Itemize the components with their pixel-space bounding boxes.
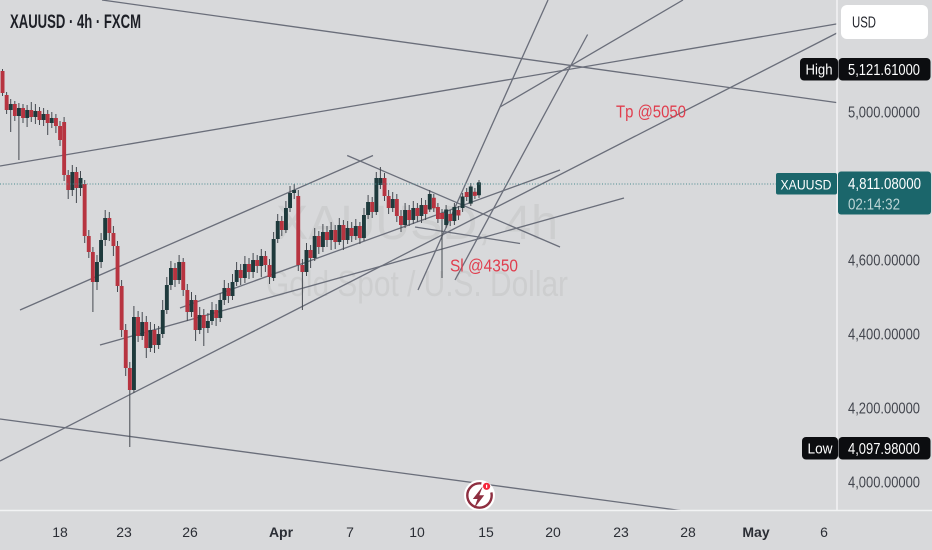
svg-text:4,811.08000: 4,811.08000 <box>848 176 921 193</box>
svg-text:6: 6 <box>820 524 828 540</box>
svg-text:28: 28 <box>680 524 696 540</box>
svg-text:Gold Spot / U.S. Dollar: Gold Spot / U.S. Dollar <box>266 263 568 304</box>
svg-text:7: 7 <box>346 524 354 540</box>
svg-text:23: 23 <box>116 524 132 540</box>
svg-text:15: 15 <box>478 524 494 540</box>
svg-text:26: 26 <box>182 524 198 540</box>
svg-text:Sl @4350: Sl @4350 <box>450 256 518 276</box>
svg-text:Tp @5050: Tp @5050 <box>616 102 686 122</box>
svg-text:XAUUSD · 4h · FXCM: XAUUSD · 4h · FXCM <box>10 12 141 33</box>
svg-text:4,000.00000: 4,000.00000 <box>848 475 920 492</box>
svg-text:4,600.00000: 4,600.00000 <box>848 253 920 270</box>
svg-text:23: 23 <box>613 524 629 540</box>
svg-text:4,097.98000: 4,097.98000 <box>848 441 920 458</box>
svg-text:May: May <box>742 524 769 540</box>
svg-text:High: High <box>806 62 833 79</box>
svg-text:4,400.00000: 4,400.00000 <box>848 327 920 344</box>
svg-text:5,121.61000: 5,121.61000 <box>848 62 920 79</box>
svg-text:02:14:32: 02:14:32 <box>848 197 900 214</box>
svg-text:4,200.00000: 4,200.00000 <box>848 401 920 418</box>
svg-text:18: 18 <box>52 524 68 540</box>
svg-text:5,000.00000: 5,000.00000 <box>848 105 920 122</box>
svg-text:10: 10 <box>409 524 425 540</box>
svg-text:Low: Low <box>808 441 833 458</box>
svg-text:USD: USD <box>852 15 876 32</box>
svg-text:XAUUSD: XAUUSD <box>781 177 832 193</box>
svg-text:Apr: Apr <box>269 524 294 540</box>
svg-text:20: 20 <box>545 524 561 540</box>
